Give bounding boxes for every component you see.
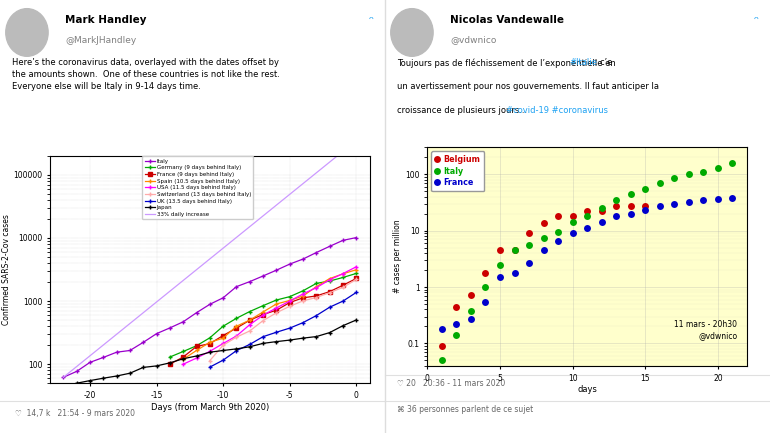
Text: ⌘ 36 personnes parlent de ce sujet: ⌘ 36 personnes parlent de ce sujet bbox=[397, 405, 533, 414]
X-axis label: days: days bbox=[578, 385, 597, 394]
Y-axis label: Confirmed SARS-2-Cov cases: Confirmed SARS-2-Cov cases bbox=[2, 214, 11, 325]
Text: Mark Handley: Mark Handley bbox=[65, 15, 147, 25]
Text: #covid-19 #coronavirus: #covid-19 #coronavirus bbox=[506, 106, 608, 115]
Text: ♡ 20   20:36 - 11 mars 2020: ♡ 20 20:36 - 11 mars 2020 bbox=[397, 379, 505, 388]
Text: @MarkJHandley: @MarkJHandley bbox=[65, 36, 137, 45]
Text: #Italie: #Italie bbox=[569, 58, 597, 68]
Legend: Italy, Germany (9 days behind Italy), France (9 days behind Italy), Spain (10.5 : Italy, Germany (9 days behind Italy), Fr… bbox=[142, 156, 253, 219]
Y-axis label: # cases per million: # cases per million bbox=[393, 220, 403, 294]
Text: un avertissement pour nos gouvernements. Il faut anticiper la: un avertissement pour nos gouvernements.… bbox=[397, 82, 658, 91]
Legend: Belgium, Italy, France: Belgium, Italy, France bbox=[431, 151, 484, 191]
Text: croissance de plusieurs jours...: croissance de plusieurs jours... bbox=[397, 106, 529, 115]
Text: 11 mars - 20h30
@vdwnico: 11 mars - 20h30 @vdwnico bbox=[675, 320, 738, 339]
Text: ♡  14,7 k   21:54 - 9 mars 2020: ♡ 14,7 k 21:54 - 9 mars 2020 bbox=[15, 409, 136, 418]
X-axis label: Days (from March 9th 2020): Days (from March 9th 2020) bbox=[151, 403, 269, 412]
Text: : c’e: : c’e bbox=[592, 58, 613, 68]
Text: Toujours pas de fléchissement de l’exponentielle en: Toujours pas de fléchissement de l’expon… bbox=[397, 58, 618, 68]
Text: Here’s the coronavirus data, overlayed with the dates offset by
the amounts show: Here’s the coronavirus data, overlayed w… bbox=[12, 58, 280, 91]
Circle shape bbox=[390, 9, 433, 56]
Text: ᵔ: ᵔ bbox=[753, 15, 758, 28]
Text: @vdwnico: @vdwnico bbox=[450, 36, 497, 45]
Circle shape bbox=[6, 9, 48, 56]
Text: ᵔ: ᵔ bbox=[368, 15, 373, 28]
Text: Nicolas Vandewalle: Nicolas Vandewalle bbox=[450, 15, 564, 25]
